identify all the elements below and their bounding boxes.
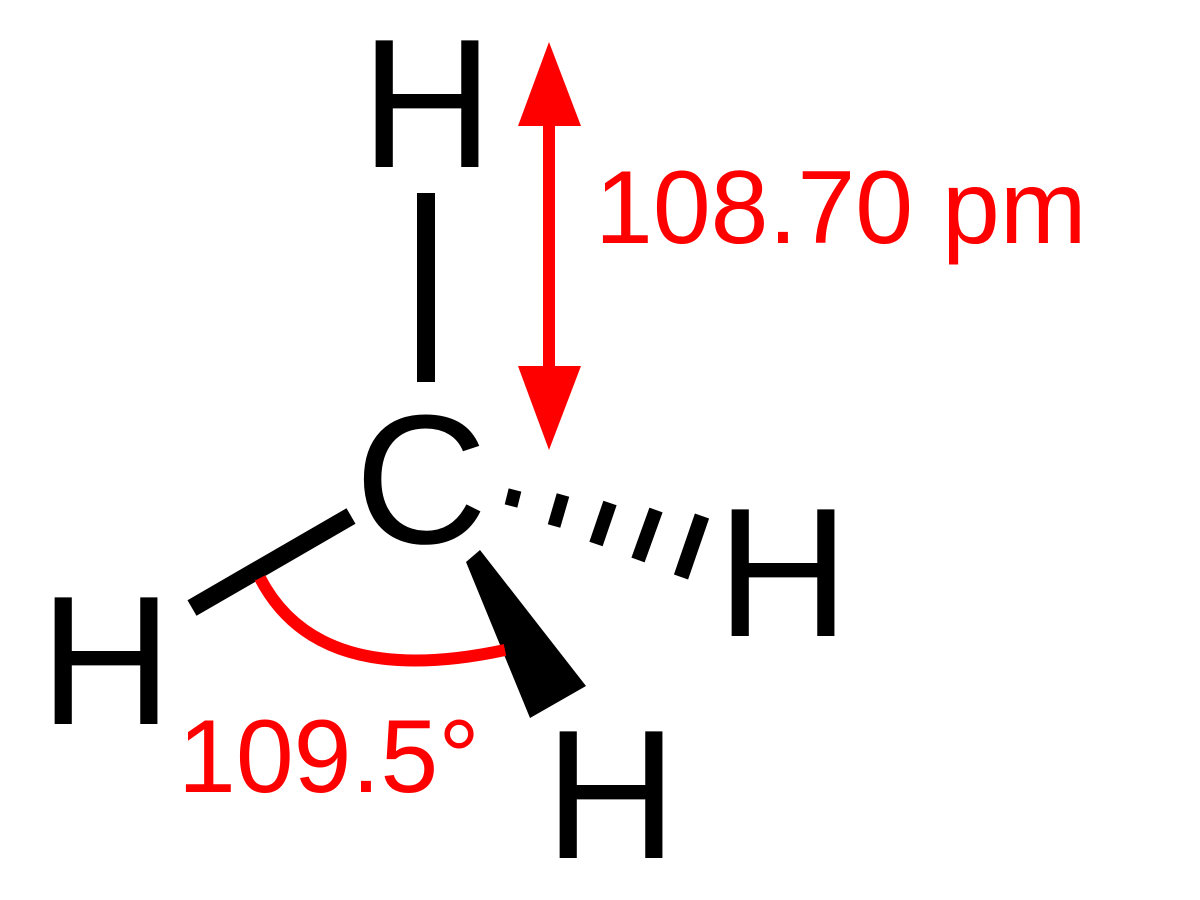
hashed-wedge-bond-right xyxy=(504,488,710,580)
bond-length-label: 108.70 pm xyxy=(595,150,1086,266)
atom-hydrogen-left: H xyxy=(40,557,173,763)
hash-line-3 xyxy=(589,500,617,547)
hash-line-5 xyxy=(673,513,710,580)
atom-hydrogen-top: H xyxy=(361,0,494,206)
solid-wedge-bond-bottom xyxy=(466,550,586,718)
bond-length-arrow xyxy=(518,42,581,450)
hash-line-1 xyxy=(504,488,522,508)
bond-angle-arc xyxy=(254,575,507,667)
atom-carbon-center: C xyxy=(355,376,488,582)
arrowhead-down-icon xyxy=(518,366,581,450)
arrowhead-up-icon xyxy=(518,42,581,126)
hash-line-2 xyxy=(547,493,570,528)
bond-c-h-left xyxy=(187,508,356,616)
atom-hydrogen-bottom: H xyxy=(545,691,678,897)
bond-angle-label: 109.5° xyxy=(178,699,480,815)
atom-hydrogen-right: H xyxy=(717,469,850,675)
bonds xyxy=(187,193,710,718)
hash-line-4 xyxy=(631,507,663,563)
